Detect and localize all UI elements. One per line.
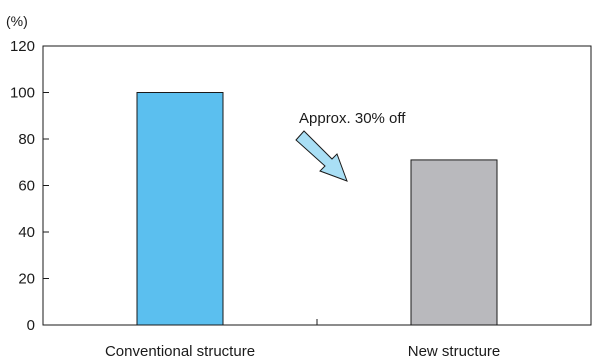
y-tick-label: 20 bbox=[18, 271, 35, 288]
category-labels: Conventional structure New structure bbox=[105, 343, 500, 360]
decrease-arrow bbox=[295, 130, 348, 182]
plot-frame bbox=[42, 45, 592, 326]
bar-0 bbox=[136, 92, 224, 326]
bars bbox=[136, 92, 498, 326]
bar-1 bbox=[410, 159, 498, 326]
y-tick-label: 60 bbox=[18, 178, 35, 195]
y-axis-unit-label: (%) bbox=[6, 13, 28, 29]
y-tick-label: 100 bbox=[10, 85, 35, 102]
y-tick-label: 0 bbox=[27, 317, 35, 334]
y-tick-label: 120 bbox=[10, 38, 35, 55]
y-tick-label: 80 bbox=[18, 131, 35, 148]
category-label: New structure bbox=[408, 343, 501, 360]
y-tick-label: 40 bbox=[18, 224, 35, 241]
annotation-label: Approx. 30% off bbox=[299, 110, 406, 127]
category-label: Conventional structure bbox=[105, 343, 255, 360]
y-axis-ticks: 0 20 40 60 80 100 120 bbox=[10, 38, 49, 334]
